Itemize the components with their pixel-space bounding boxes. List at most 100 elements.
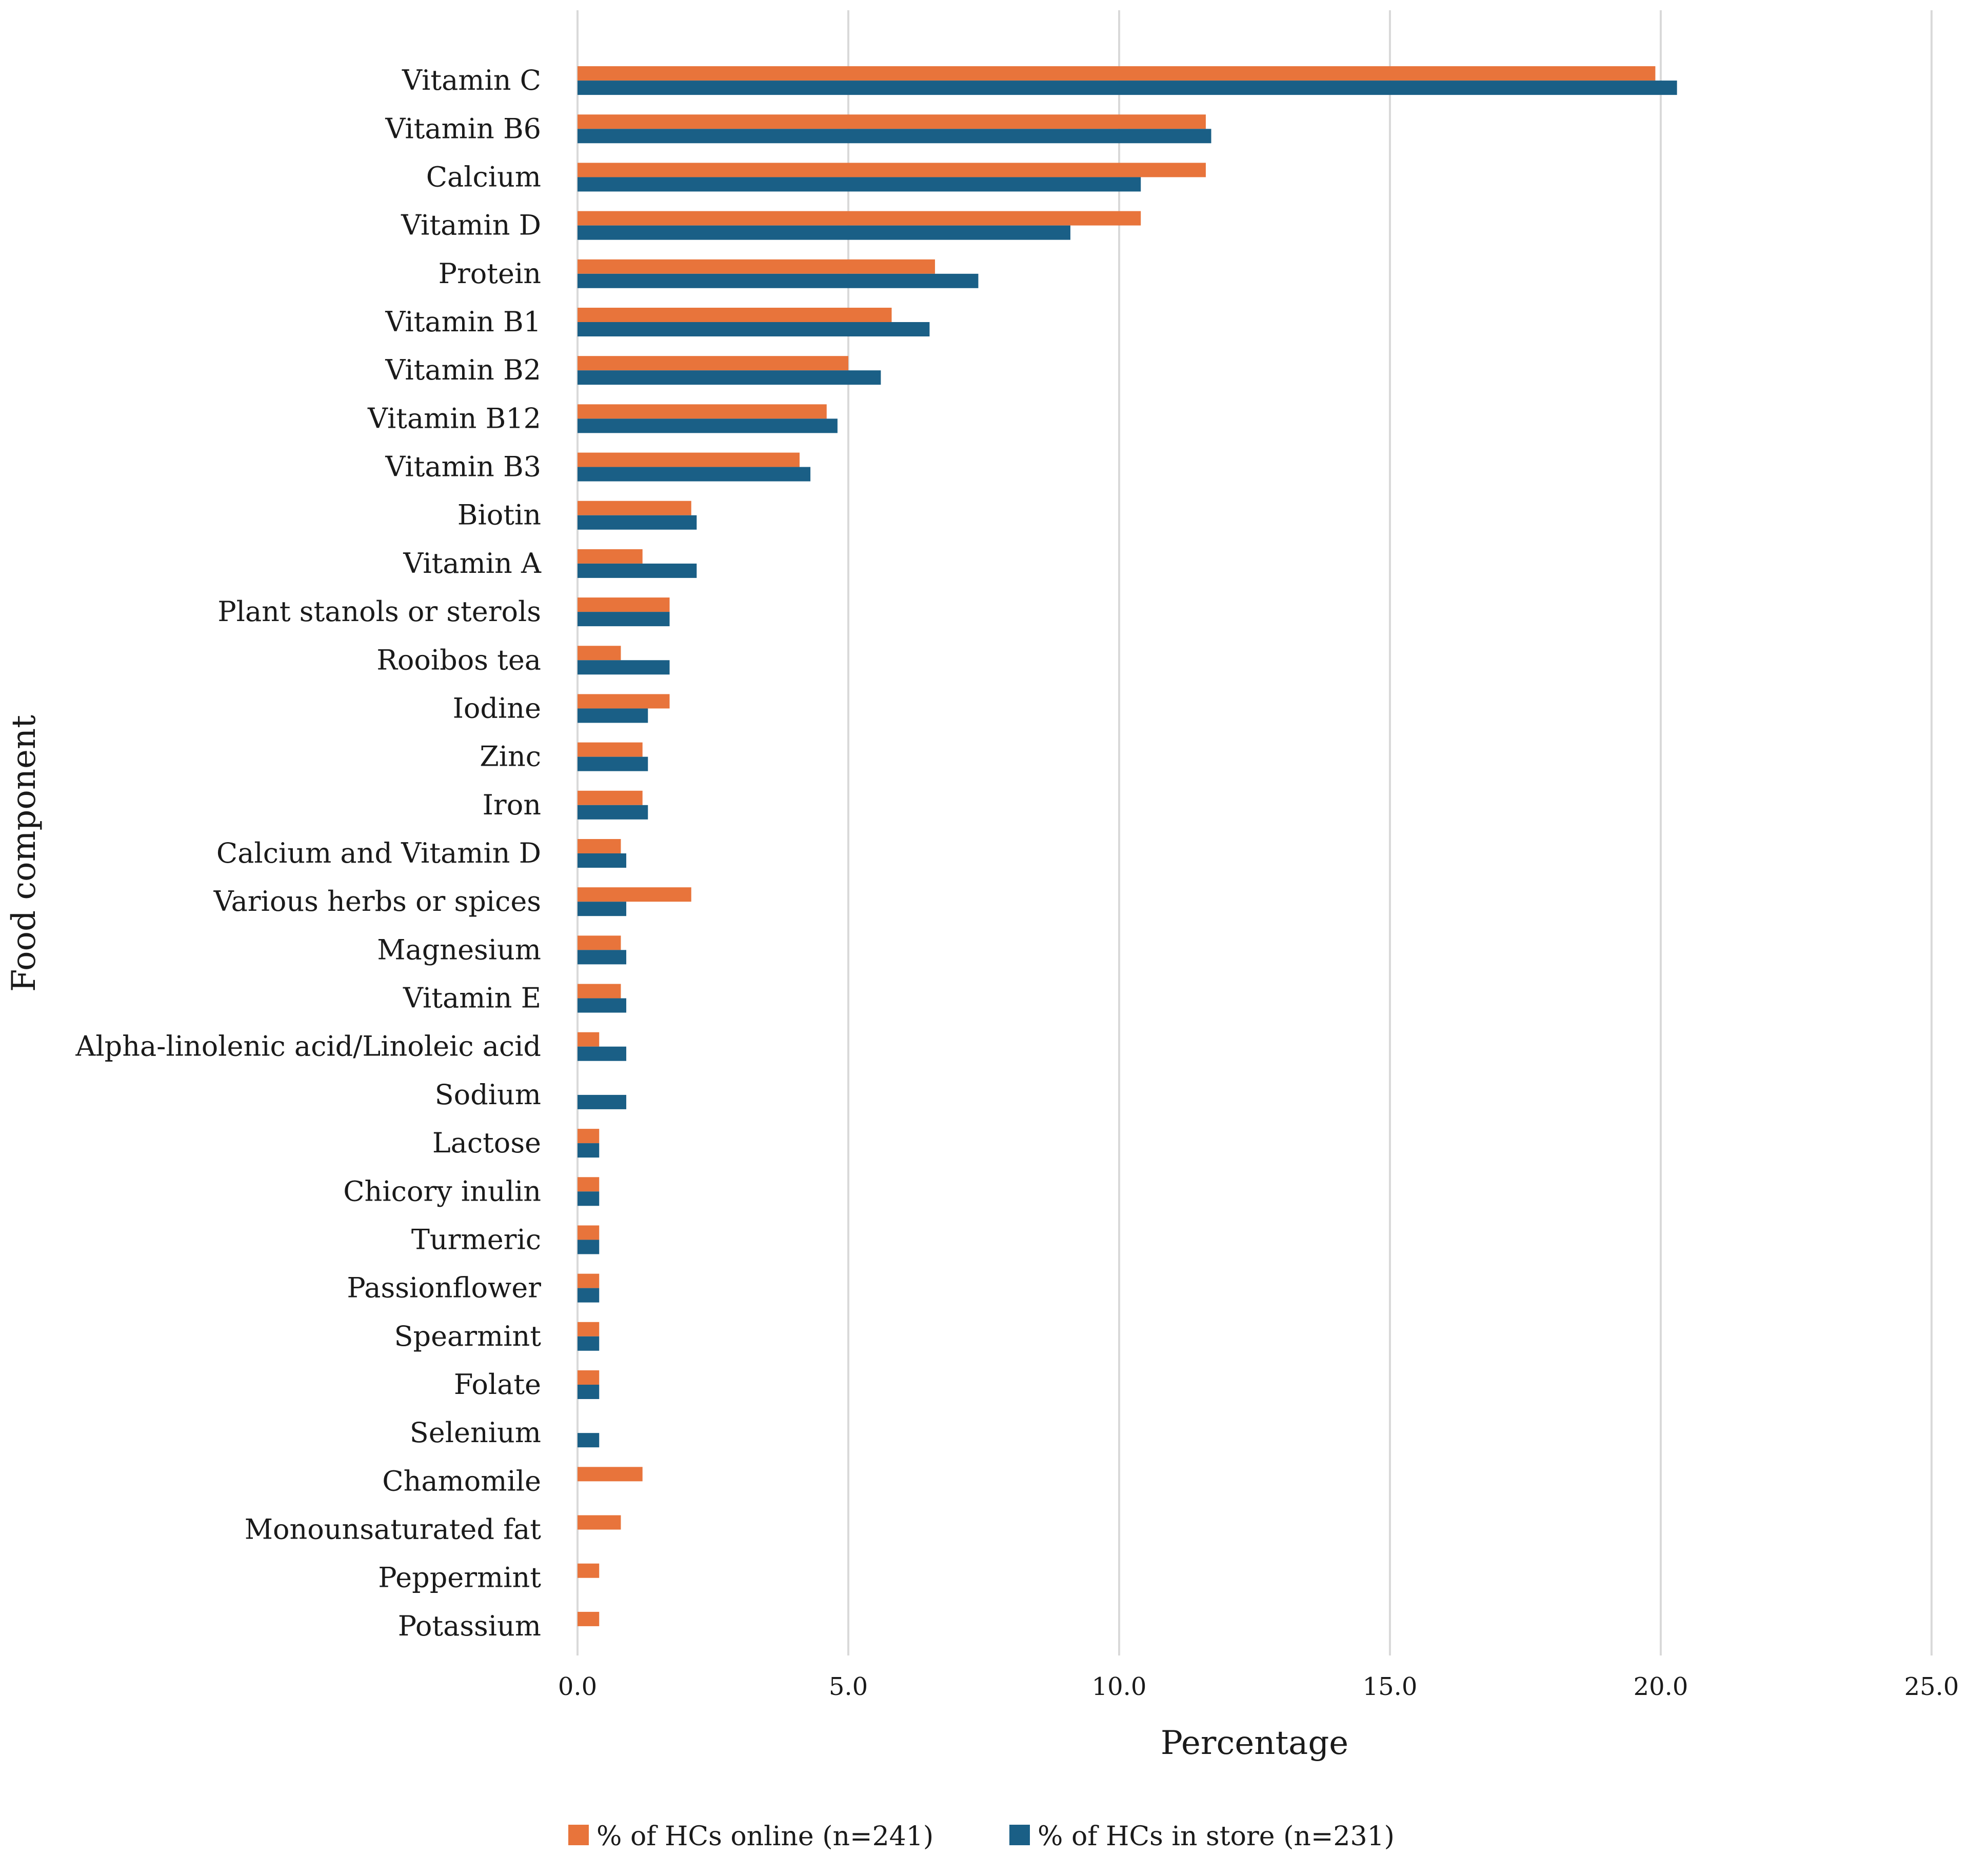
category-label: Protein [439,257,541,290]
category-label: Monounsaturated fat [245,1513,542,1546]
legend: % of HCs online (n=241) % of HCs in stor… [568,1821,1395,1852]
category-label: Iodine [453,692,541,724]
x-tick-label: 15.0 [1363,1672,1418,1701]
category-label: Iron [483,789,541,821]
category-label: Vitamin B1 [385,306,541,338]
category-label: Various herbs or spices [213,885,541,917]
bar-online [578,308,892,322]
bar-in-store [578,1143,600,1158]
bar-in-store [578,81,1677,95]
category-label: Folate [454,1368,541,1401]
bar-in-store [578,1433,600,1448]
x-tick-label: 5.0 [829,1672,868,1701]
category-label: Spearmint [394,1320,542,1352]
bar-in-store [578,950,627,965]
bar-in-store [578,418,838,433]
bar-in-store [578,853,627,868]
bar-in-store [578,322,930,336]
category-label: Peppermint [378,1562,541,1594]
category-label: Vitamin B6 [385,112,541,145]
bar-in-store [578,1288,600,1303]
category-label: Turmeric [411,1223,541,1255]
bar-in-store [578,515,697,530]
legend-swatch-online [568,1825,589,1845]
category-label: Chamomile [382,1465,541,1497]
x-axis-title: Percentage [1161,1724,1348,1762]
x-tick-label: 0.0 [558,1672,597,1701]
bar-online [578,790,643,805]
bar-online [578,163,1206,177]
category-label: Vitamin D [401,209,541,242]
bar-online [578,694,670,709]
bar-in-store [578,756,648,771]
category-label: Sodium [435,1079,541,1111]
category-label: Vitamin E [403,982,541,1014]
bar-online [578,1273,600,1288]
category-label: Vitamin C [402,64,541,96]
bar-online [578,549,643,564]
bar-in-store [578,225,1070,240]
bar-in-store [578,563,697,578]
category-label: Chicory inulin [343,1175,541,1207]
category-label: Lactose [432,1127,541,1159]
bars [578,66,1677,1626]
bar-in-store [578,1094,627,1109]
bar-online [578,1370,600,1385]
bar-online [578,1032,600,1047]
bar-in-store [578,708,648,723]
category-label: Plant stanols or sterols [217,595,541,628]
category-label: Potassium [398,1610,541,1642]
x-tick-label: 25.0 [1904,1672,1959,1701]
bar-in-store [578,1191,600,1206]
bar-online [578,1515,621,1530]
bar-in-store [578,1046,627,1061]
x-tick-labels: 0.0 5.0 10.0 15.0 20.0 25.0 [558,1672,1959,1701]
category-label: Rooibos tea [376,644,541,676]
category-label: Magnesium [377,933,541,966]
legend-label-online: % of HCs online (n=241) [596,1821,933,1852]
bar-online [578,501,691,515]
bar-in-store [578,467,811,482]
bar-online [578,1611,600,1626]
bar-online [578,1563,600,1578]
bar-online [578,935,621,950]
category-label: Zinc [480,741,541,773]
category-label: Selenium [410,1416,541,1449]
category-label: Vitamin B3 [385,451,541,483]
bar-in-store [578,370,881,385]
category-label: Calcium [426,161,541,193]
category-label: Vitamin B12 [367,402,541,434]
bar-online [578,597,670,612]
bar-in-store [578,177,1141,192]
category-label: Passionflower [347,1272,541,1304]
category-label: Alpha-linolenic acid/Linoleic acid [75,1030,541,1063]
bar-online [578,1177,600,1192]
bar-in-store [578,273,979,288]
bar-in-store [578,1240,600,1254]
bar-online [578,356,848,371]
bar-in-store [578,1385,600,1399]
bar-online [578,1467,643,1482]
y-axis-title: Food component [5,715,43,992]
legend-label-in-store: % of HCs in store (n=231) [1038,1821,1395,1852]
bar-online [578,742,643,757]
category-label: Calcium and Vitamin D [216,837,541,869]
bar-online [578,1129,600,1144]
bar-in-store [578,805,648,820]
bar-online [578,1225,600,1240]
bar-online [578,984,621,999]
x-tick-label: 10.0 [1092,1672,1147,1701]
legend-swatch-in-store [1009,1825,1030,1845]
gridlines [576,10,1933,1655]
category-label: Vitamin A [403,547,542,580]
bar-online [578,887,691,902]
bar-in-store [578,998,627,1013]
bar-online [578,646,621,661]
bar-in-store [578,902,627,916]
bar-online [578,839,621,853]
bar-online [578,404,827,419]
bar-in-store [578,612,670,627]
bar-online [578,259,935,274]
bar-in-store [578,129,1211,144]
